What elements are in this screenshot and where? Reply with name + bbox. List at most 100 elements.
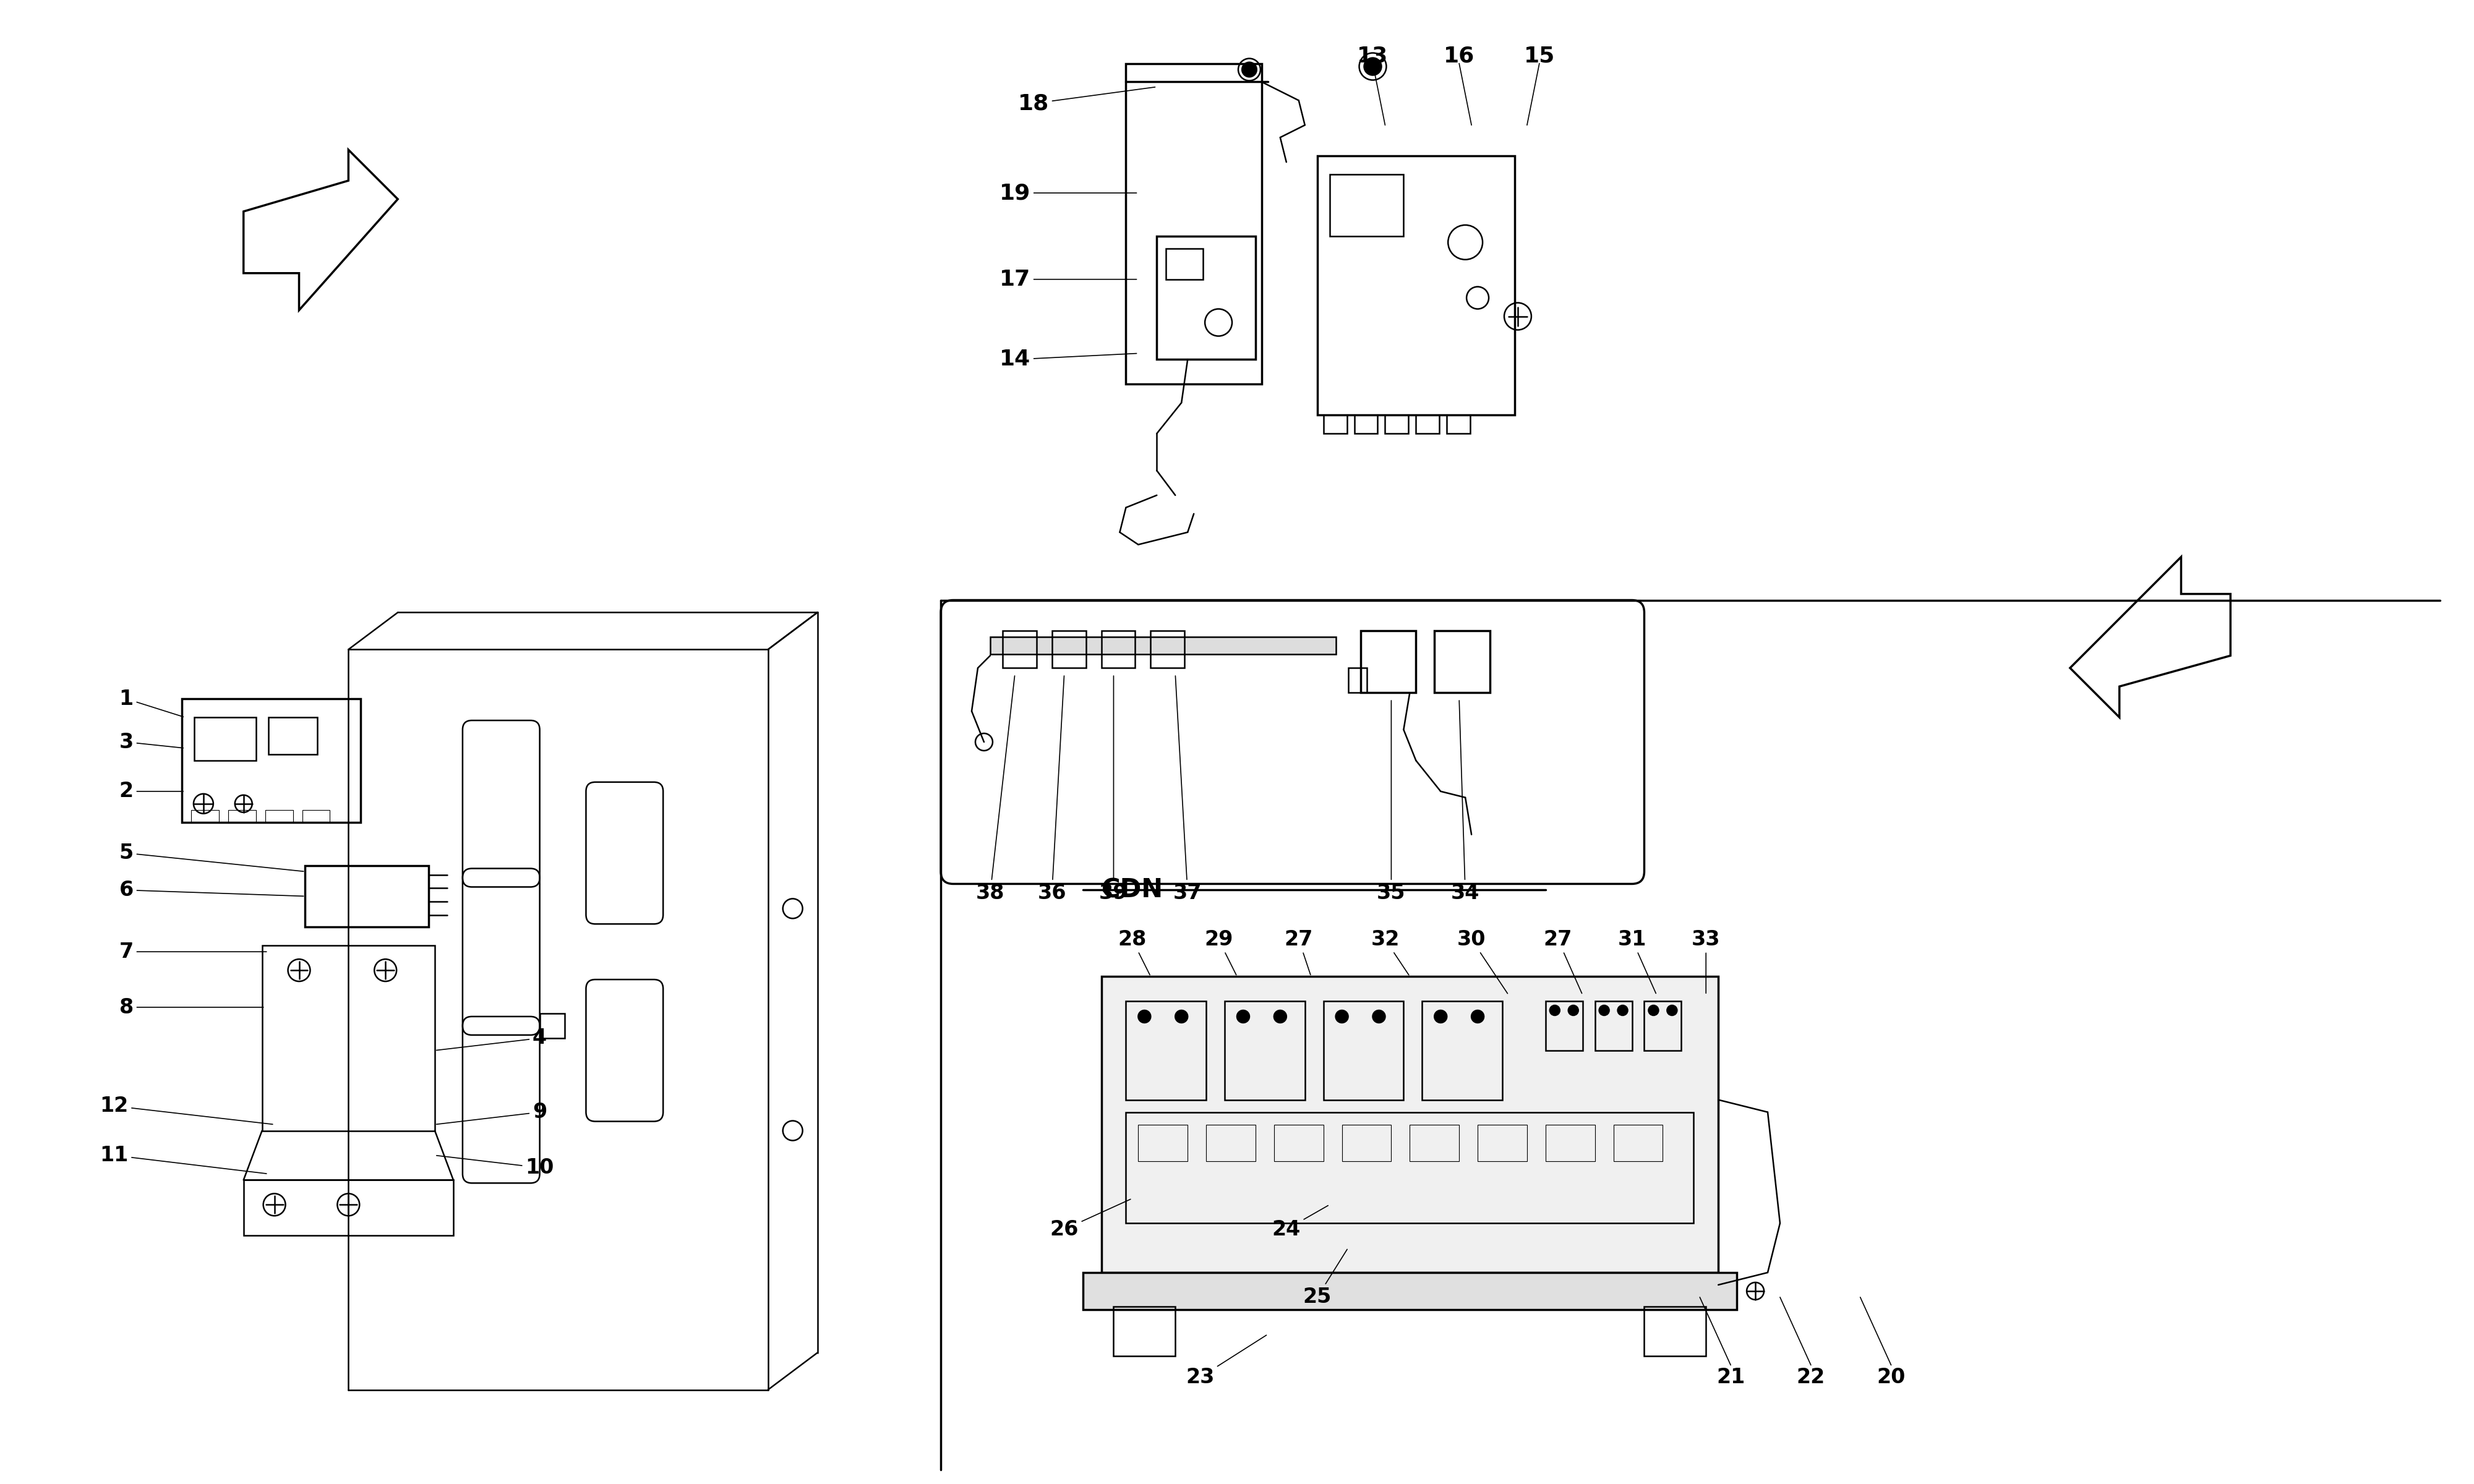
- Bar: [1477, 1125, 1526, 1162]
- Circle shape: [1667, 1006, 1677, 1015]
- Bar: [1002, 631, 1037, 668]
- Bar: [1051, 631, 1086, 668]
- Bar: [267, 717, 317, 754]
- Text: 10: 10: [435, 1156, 554, 1178]
- Bar: [1385, 416, 1408, 433]
- Text: 29: 29: [1205, 929, 1237, 975]
- Text: 15: 15: [1524, 46, 1554, 67]
- Text: 8: 8: [119, 997, 262, 1018]
- Bar: [1101, 631, 1136, 668]
- Circle shape: [1274, 1011, 1286, 1022]
- Bar: [1113, 1306, 1175, 1356]
- Bar: [1596, 1002, 1633, 1051]
- Bar: [1126, 1002, 1207, 1100]
- Circle shape: [1549, 1006, 1559, 1015]
- Bar: [1645, 1306, 1707, 1356]
- Text: 1: 1: [119, 689, 183, 717]
- Circle shape: [1618, 1006, 1628, 1015]
- Polygon shape: [242, 150, 398, 310]
- Circle shape: [1373, 1011, 1385, 1022]
- Text: 17: 17: [999, 269, 1136, 289]
- Text: 7: 7: [119, 941, 267, 962]
- Bar: [304, 865, 428, 927]
- Circle shape: [1472, 1011, 1484, 1022]
- Circle shape: [1598, 1006, 1608, 1015]
- Bar: [1084, 1273, 1737, 1309]
- Circle shape: [1435, 1011, 1447, 1022]
- Bar: [1415, 416, 1440, 433]
- Circle shape: [1175, 1011, 1188, 1022]
- Text: 27: 27: [1544, 929, 1581, 993]
- Text: 12: 12: [99, 1095, 272, 1125]
- Bar: [1329, 175, 1403, 236]
- Text: 18: 18: [1017, 88, 1155, 114]
- Bar: [1435, 631, 1489, 693]
- Bar: [1165, 248, 1202, 279]
- Bar: [190, 810, 218, 822]
- Bar: [1423, 1002, 1502, 1100]
- Text: 30: 30: [1457, 929, 1507, 993]
- Text: 4: 4: [435, 1028, 547, 1051]
- Bar: [1150, 631, 1185, 668]
- Text: 35: 35: [1378, 700, 1405, 904]
- Text: 14: 14: [999, 349, 1136, 370]
- Text: 25: 25: [1304, 1250, 1348, 1307]
- Circle shape: [1242, 62, 1257, 77]
- Bar: [1126, 64, 1262, 384]
- Circle shape: [1336, 1011, 1348, 1022]
- Text: 5: 5: [119, 843, 304, 871]
- Bar: [1348, 668, 1366, 693]
- Circle shape: [1569, 1006, 1578, 1015]
- FancyBboxPatch shape: [940, 600, 1645, 884]
- Text: 27: 27: [1284, 929, 1314, 975]
- Bar: [1225, 1002, 1304, 1100]
- Bar: [1316, 156, 1514, 416]
- Text: 16: 16: [1445, 46, 1475, 67]
- Bar: [1645, 1002, 1682, 1051]
- Bar: [1410, 1125, 1460, 1162]
- Bar: [1613, 1125, 1663, 1162]
- Bar: [1447, 416, 1470, 433]
- Text: 37: 37: [1173, 675, 1202, 904]
- Circle shape: [1138, 1011, 1150, 1022]
- Bar: [1324, 1002, 1403, 1100]
- Text: 34: 34: [1450, 700, 1479, 904]
- Bar: [242, 1180, 453, 1236]
- Text: 13: 13: [1358, 46, 1388, 67]
- Bar: [1274, 1125, 1324, 1162]
- Text: 39: 39: [1098, 675, 1128, 904]
- Bar: [1101, 976, 1719, 1273]
- Circle shape: [1363, 58, 1380, 76]
- Bar: [1207, 1125, 1254, 1162]
- Text: 3: 3: [119, 732, 183, 752]
- Text: 31: 31: [1618, 929, 1655, 993]
- Bar: [1324, 416, 1346, 433]
- Bar: [990, 637, 1336, 654]
- Circle shape: [1237, 1011, 1249, 1022]
- Bar: [1138, 1125, 1188, 1162]
- Bar: [1546, 1125, 1596, 1162]
- Text: 26: 26: [1049, 1199, 1131, 1239]
- Text: 2: 2: [119, 781, 183, 801]
- Bar: [1126, 1112, 1695, 1223]
- Circle shape: [1648, 1006, 1658, 1015]
- Text: 22: 22: [1796, 1367, 1826, 1388]
- Text: 24: 24: [1272, 1205, 1329, 1239]
- Bar: [265, 810, 292, 822]
- Bar: [1158, 236, 1254, 359]
- Bar: [1353, 416, 1378, 433]
- Text: 11: 11: [99, 1146, 267, 1174]
- Bar: [302, 810, 329, 822]
- Text: 32: 32: [1371, 929, 1408, 975]
- Bar: [262, 945, 435, 1131]
- Bar: [228, 810, 255, 822]
- Bar: [539, 1014, 564, 1039]
- Text: 6: 6: [119, 880, 304, 901]
- Text: CDN: CDN: [1101, 877, 1163, 904]
- Bar: [181, 699, 361, 822]
- Text: 21: 21: [1717, 1367, 1744, 1388]
- Text: 19: 19: [999, 183, 1136, 203]
- Bar: [1341, 1125, 1390, 1162]
- Text: 23: 23: [1185, 1336, 1267, 1388]
- Bar: [1546, 1002, 1583, 1051]
